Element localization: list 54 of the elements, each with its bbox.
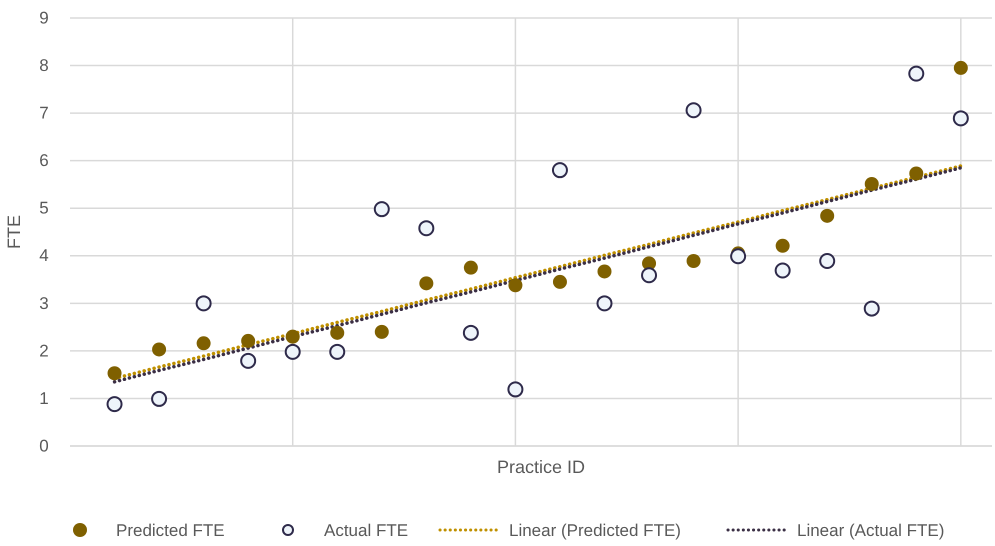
point (108, 366, 122, 380)
point (330, 326, 344, 340)
point (241, 334, 256, 348)
point (952, 110, 969, 126)
legend-label: Linear (Actual FTE) (797, 520, 944, 540)
point (730, 248, 746, 264)
legend-label: Actual FTE (324, 520, 408, 540)
point (462, 324, 479, 341)
point (419, 276, 434, 290)
point (284, 344, 301, 360)
point (151, 390, 168, 407)
point (196, 295, 212, 312)
legend-label: Predicted FTE (116, 520, 225, 540)
point (774, 262, 791, 279)
point (552, 274, 567, 289)
point (106, 396, 123, 412)
point (240, 352, 256, 369)
point (641, 267, 658, 284)
y-tick-label: 2 (39, 341, 49, 360)
point (286, 330, 300, 344)
point (819, 253, 836, 270)
point (418, 220, 434, 236)
y-tick-label: 6 (39, 151, 49, 170)
point (196, 336, 211, 350)
point (686, 254, 701, 268)
x-axis-title: Practice ID (496, 457, 586, 477)
point (776, 238, 790, 253)
point (596, 295, 612, 312)
y-tick-label: 7 (39, 104, 49, 123)
point (374, 324, 389, 339)
y-tick-label: 0 (39, 436, 49, 456)
point (374, 201, 390, 218)
point (908, 66, 924, 82)
point (954, 60, 968, 75)
y-tick-label: 8 (39, 56, 49, 75)
point (152, 342, 166, 356)
point (552, 162, 568, 178)
y-tick-label: 1 (39, 388, 49, 408)
point (464, 260, 478, 275)
point (864, 300, 880, 317)
point (329, 344, 346, 360)
y-tick-label: 4 (39, 246, 49, 266)
point (686, 102, 702, 118)
y-tick-label: 9 (39, 8, 49, 28)
legend-label: Linear (Predicted FTE) (509, 520, 681, 540)
y-tick-label: 5 (39, 198, 49, 218)
point (508, 278, 522, 292)
y-axis-title: FTE (4, 215, 24, 249)
point (507, 381, 524, 398)
point (864, 176, 879, 191)
point (909, 166, 924, 181)
point (597, 264, 612, 278)
y-tick-label: 3 (39, 294, 49, 313)
point (820, 208, 834, 223)
